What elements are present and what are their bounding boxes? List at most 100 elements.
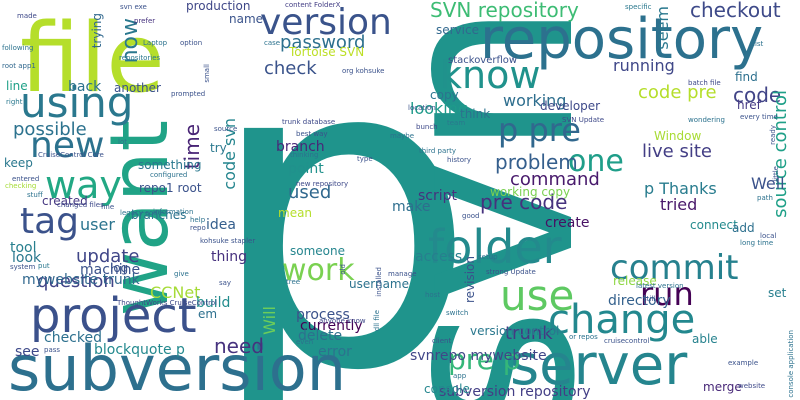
word-new-repository: new repository bbox=[296, 180, 349, 188]
word-tortoise-svn: Tortoise SVN bbox=[289, 45, 365, 59]
word-error: error bbox=[318, 344, 352, 360]
word-blockquote-p: blockquote p bbox=[94, 342, 185, 358]
word-think: think bbox=[460, 107, 491, 121]
word-org-kohsuke: org kohsuke bbox=[342, 67, 385, 75]
word-tool: tool bbox=[10, 240, 37, 256]
word-thoughtworks-cruisecontrol: ThoughtWorks CruiseControl bbox=[117, 299, 218, 307]
word-strong-update: strong Update bbox=[486, 268, 536, 276]
word-subversion: subversion bbox=[8, 332, 347, 400]
word-checkout: checkout bbox=[690, 0, 781, 22]
word-back: back bbox=[68, 79, 102, 95]
word-release: release bbox=[613, 274, 657, 288]
word-cruisecontrol-core: CruiseControl Core bbox=[38, 151, 104, 159]
word-information: information bbox=[153, 208, 194, 216]
word-prompted: prompted bbox=[171, 90, 206, 98]
word-another: another bbox=[114, 81, 161, 95]
word-host: host bbox=[425, 291, 441, 299]
word-merge: merge bbox=[703, 380, 742, 394]
word-make: make bbox=[392, 199, 431, 215]
word-version: version bbox=[260, 2, 392, 43]
word-using: using bbox=[20, 78, 134, 127]
word-dll-file: dll file bbox=[373, 310, 381, 332]
word-looking: looking bbox=[410, 99, 469, 118]
word-log: log bbox=[110, 261, 129, 275]
word-latest-version: latest version bbox=[636, 282, 684, 290]
word-point: point bbox=[288, 161, 324, 177]
word-created: created bbox=[42, 194, 88, 208]
word-question: question bbox=[37, 271, 115, 292]
word-example: example bbox=[728, 359, 759, 367]
word-p: p bbox=[205, 0, 478, 400]
word-idea: idea bbox=[206, 217, 236, 233]
word-run: run bbox=[640, 275, 694, 313]
word-source: source bbox=[214, 125, 238, 133]
word-cruisecontrol: cruisecontrol bbox=[604, 337, 650, 345]
word-path: path bbox=[757, 194, 773, 202]
word-commit: commit bbox=[610, 248, 739, 288]
word-system: system bbox=[10, 263, 36, 271]
word-build: build bbox=[196, 295, 231, 311]
word-way: way bbox=[45, 163, 122, 207]
word-console: console bbox=[424, 382, 470, 396]
word-access: access bbox=[415, 249, 463, 265]
word-entered: entered bbox=[12, 175, 40, 183]
word-svn-repository: SVN repository bbox=[430, 0, 579, 22]
word-command: command bbox=[510, 169, 600, 190]
word-thinking: thinking bbox=[290, 151, 319, 159]
word-new: new bbox=[30, 125, 105, 166]
word-console-application: console application bbox=[787, 330, 795, 398]
word-code-pre: code pre bbox=[638, 82, 717, 103]
word-every-time: every time bbox=[740, 113, 778, 121]
word-use: use bbox=[500, 271, 575, 320]
word-trying: trying bbox=[90, 13, 104, 49]
word-repo1-root: repo1 root bbox=[139, 181, 202, 195]
word-user: user bbox=[80, 215, 115, 234]
word-svn-exe: svn exe bbox=[120, 3, 147, 11]
word-one: one bbox=[568, 144, 624, 179]
word-specific: specific bbox=[625, 3, 652, 11]
word-update: update bbox=[76, 246, 140, 267]
word-prefer: prefer bbox=[134, 17, 156, 25]
word-stuff: stuff bbox=[27, 191, 43, 199]
word-code: code bbox=[733, 83, 782, 107]
word-trunk-database: trunk database bbox=[282, 118, 336, 126]
word-website: website bbox=[738, 382, 766, 390]
word-svnrepo-mywebsite: svnrepo mywebsite bbox=[410, 348, 547, 364]
word-change: change bbox=[548, 297, 696, 343]
word-find: find bbox=[735, 70, 758, 84]
word-add: add bbox=[732, 221, 755, 235]
word-give: give bbox=[174, 270, 189, 278]
word-need: need bbox=[214, 334, 264, 358]
word-version-control: version control bbox=[470, 324, 560, 338]
word-problem: problem bbox=[495, 150, 578, 174]
word-branch: branch bbox=[276, 139, 325, 155]
word-revision: revision bbox=[463, 256, 477, 304]
word-look: look bbox=[12, 250, 42, 266]
word-stackoverflow: stackoverflow bbox=[448, 55, 518, 66]
word-connect: connect bbox=[690, 218, 738, 232]
word-client: client bbox=[432, 337, 452, 345]
word-team: team bbox=[447, 119, 466, 127]
word-local: local bbox=[760, 232, 777, 240]
word-repositories: repositories bbox=[119, 54, 161, 62]
word-source-control: source control bbox=[770, 90, 791, 218]
word-checking: checking bbox=[5, 182, 37, 190]
word-check: check bbox=[264, 58, 317, 79]
word-lot: lot bbox=[118, 138, 127, 146]
word-pass: pass bbox=[44, 346, 61, 354]
word-working: working bbox=[503, 91, 567, 110]
word-made: made bbox=[17, 12, 37, 20]
word-changed-files: changed files bbox=[57, 201, 104, 209]
word-pre-p: pre p bbox=[448, 343, 521, 376]
word-repository: repository bbox=[480, 7, 764, 72]
word-put: put bbox=[38, 262, 50, 270]
word-ccnet: CCNet bbox=[150, 283, 201, 302]
word-will: Will bbox=[260, 306, 279, 335]
word-trunk: trunk bbox=[505, 323, 553, 344]
word-setup: setup bbox=[478, 253, 498, 261]
word-line: line bbox=[6, 79, 28, 93]
word-mywebsite-trunk: mywebsite trunk bbox=[22, 272, 140, 288]
word-set: set bbox=[768, 286, 787, 300]
word-checked: checked bbox=[44, 330, 102, 346]
word-configured: configured bbox=[150, 171, 188, 179]
